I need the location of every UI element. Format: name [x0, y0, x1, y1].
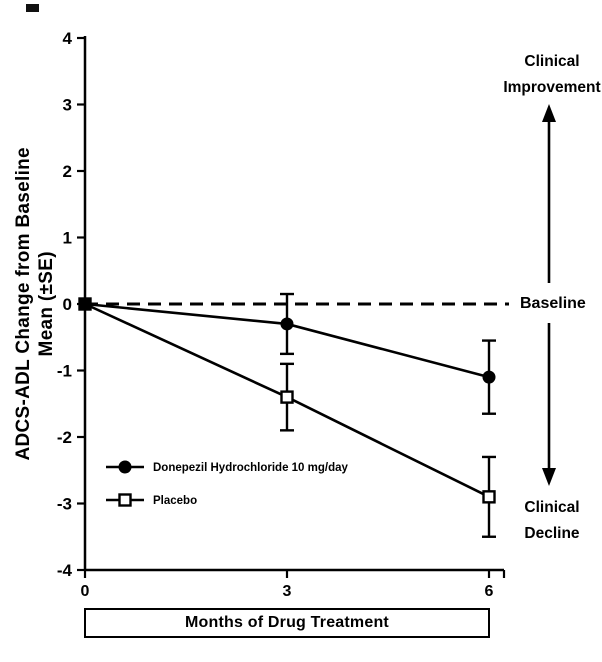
svg-text:-4: -4	[57, 561, 73, 580]
x-axis-title-box: Months of Drug Treatment	[84, 608, 490, 638]
svg-text:Placebo: Placebo	[153, 495, 197, 507]
svg-text:-3: -3	[57, 495, 72, 514]
svg-text:Donepezil Hydrochloride 10 mg/: Donepezil Hydrochloride 10 mg/day	[153, 462, 349, 474]
svg-text:-1: -1	[57, 362, 72, 381]
x-axis-title: Months of Drug Treatment	[185, 614, 389, 631]
clinical-direction-arrows	[542, 104, 556, 486]
svg-text:-2: -2	[57, 428, 72, 447]
svg-text:6: 6	[485, 583, 494, 600]
tick-labels: 4 3 2 1 0 -1 -2 -3 -4 0 3 6	[57, 29, 494, 600]
legend-item: Placebo	[106, 493, 197, 507]
legend-item: Donepezil Hydrochloride 10 mg/day	[106, 460, 349, 474]
axes	[83, 36, 504, 572]
svg-text:3: 3	[283, 583, 292, 600]
svg-text:4: 4	[63, 29, 73, 48]
clinical-improvement-label: Clinical Improvement	[503, 53, 601, 97]
y-axis-title: ADCS-ADL Change from Baseline Mean (±SE)	[13, 147, 57, 461]
scan-artifact-mark	[26, 4, 39, 12]
svg-text:0: 0	[63, 295, 72, 314]
clinical-decline-label: Clinical Decline	[524, 499, 580, 543]
svg-text:3: 3	[63, 96, 72, 115]
svg-text:2: 2	[63, 162, 72, 181]
baseline-label: Baseline	[520, 295, 586, 312]
svg-text:0: 0	[81, 583, 90, 600]
series-filled-circle	[78, 292, 496, 415]
ticks	[77, 36, 506, 578]
svg-text:1: 1	[63, 229, 72, 248]
